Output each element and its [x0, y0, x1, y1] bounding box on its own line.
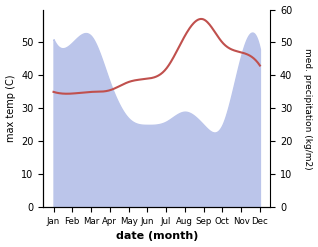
Y-axis label: max temp (C): max temp (C) [5, 75, 16, 142]
Y-axis label: med. precipitation (kg/m2): med. precipitation (kg/m2) [303, 48, 313, 169]
X-axis label: date (month): date (month) [115, 231, 198, 242]
